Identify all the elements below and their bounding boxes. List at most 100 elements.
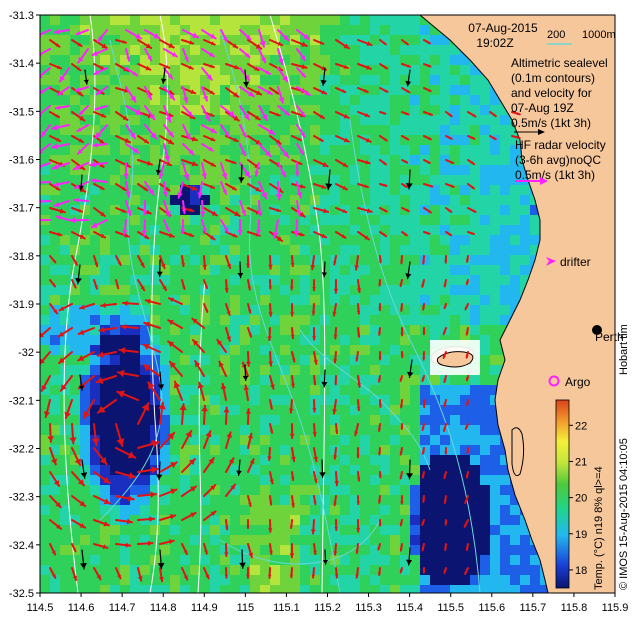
- altimetry-vector: [467, 111, 477, 118]
- sst-cell: [280, 425, 291, 436]
- sst-cell: [420, 115, 431, 126]
- sst-cell: [410, 395, 421, 406]
- sst-cell: [510, 545, 521, 556]
- altimetry-vector: [269, 543, 273, 555]
- colorbar-tick-label: 22: [575, 420, 587, 432]
- sst-cell: [190, 465, 201, 476]
- sst-cell: [370, 565, 381, 576]
- sst-cell: [80, 415, 91, 426]
- altimetry-vector: [465, 543, 469, 552]
- sst-cell: [370, 95, 381, 106]
- sst-cell: [270, 355, 281, 366]
- sst-cell: [510, 525, 521, 536]
- sst-cell: [100, 65, 111, 76]
- sst-cell: [130, 155, 141, 166]
- sst-cell: [260, 565, 271, 576]
- sst-cell: [150, 105, 161, 116]
- sst-cell: [330, 125, 341, 136]
- sst-cell: [370, 255, 381, 266]
- sst-cell: [260, 365, 271, 376]
- sst-cell: [350, 535, 361, 546]
- sst-cell: [240, 115, 251, 126]
- sst-cell: [170, 205, 181, 216]
- sst-cell: [210, 205, 221, 216]
- sst-cell: [70, 425, 81, 436]
- sst-cell: [330, 385, 341, 396]
- sst-cell: [130, 165, 141, 176]
- radar-vector: [93, 67, 108, 76]
- sst-cell: [380, 335, 391, 346]
- sst-cell: [320, 415, 331, 426]
- sst-cell: [250, 115, 261, 126]
- altimetry-vector: [356, 447, 360, 459]
- sst-cell: [80, 265, 91, 276]
- sst-cell: [340, 565, 351, 576]
- sst-cell: [330, 235, 341, 246]
- sst-cell: [230, 385, 241, 396]
- sst-cell: [90, 415, 101, 426]
- colorbar-title: Temp. (°C) n19 8% ql>=4: [593, 466, 605, 590]
- sst-cell: [290, 315, 301, 326]
- sst-cell: [200, 445, 211, 456]
- altimetry-vector: [115, 542, 132, 548]
- sst-cell: [80, 485, 91, 496]
- altimetry-vector: [357, 87, 369, 93]
- sst-cell: [140, 155, 151, 166]
- altimetry-vector: [313, 495, 317, 506]
- sst-cell: [150, 285, 161, 296]
- sst-cell: [170, 375, 181, 386]
- altimetry-vector: [399, 375, 403, 382]
- sst-cell: [450, 55, 461, 66]
- altimetry-vector: [143, 321, 161, 329]
- sst-cell: [420, 375, 431, 386]
- sst-cell: [230, 225, 241, 236]
- sst-cell: [70, 155, 81, 166]
- sst-cell: [260, 545, 271, 556]
- sst-cell: [340, 295, 351, 306]
- sst-cell: [200, 375, 211, 386]
- sst-cell: [410, 265, 421, 276]
- sst-cell: [130, 445, 141, 456]
- sst-cell: [270, 565, 281, 576]
- sst-cell: [450, 105, 461, 116]
- radar-vector: [53, 29, 70, 35]
- sst-cell: [80, 205, 91, 216]
- sst-cell: [480, 155, 491, 166]
- sst-cell: [400, 25, 411, 36]
- altimetry-vector: [268, 351, 274, 367]
- altimetry-vector: [71, 279, 77, 289]
- sst-cell: [430, 515, 441, 526]
- sst-cell: [280, 455, 291, 466]
- altimetry-vector: [268, 279, 272, 290]
- sst-cell: [260, 385, 271, 396]
- sst-cell: [240, 185, 251, 196]
- sst-cell: [370, 185, 381, 196]
- altimetry-vector: [181, 159, 199, 167]
- sst-cell: [340, 15, 351, 26]
- sst-cell: [220, 325, 231, 336]
- altimetry-vector: [379, 111, 387, 115]
- sst-cell: [490, 225, 501, 236]
- sst-cell: [470, 205, 481, 216]
- hobart-time-text: Hobart tim: [618, 324, 630, 375]
- sst-cell: [390, 405, 401, 416]
- sst-cell: [520, 245, 531, 256]
- sst-cell: [270, 485, 281, 496]
- sst-cell: [230, 525, 241, 536]
- sst-cell: [170, 145, 181, 156]
- sst-cell: [60, 55, 71, 66]
- sst-cell: [120, 285, 131, 296]
- altimetry-vector: [49, 543, 57, 556]
- altimetry-vector: [93, 567, 102, 581]
- sst-cell: [240, 445, 251, 456]
- sst-cell: [380, 215, 391, 226]
- sst-cell: [180, 375, 191, 386]
- sst-cell: [370, 315, 381, 326]
- sst-cell: [130, 465, 141, 476]
- radar-vector: [239, 67, 250, 81]
- sst-cell: [420, 65, 431, 76]
- altimetry-vector: [356, 495, 360, 506]
- sst-cell: [190, 415, 201, 426]
- sst-cell: [80, 455, 91, 466]
- sst-cell: [300, 15, 311, 26]
